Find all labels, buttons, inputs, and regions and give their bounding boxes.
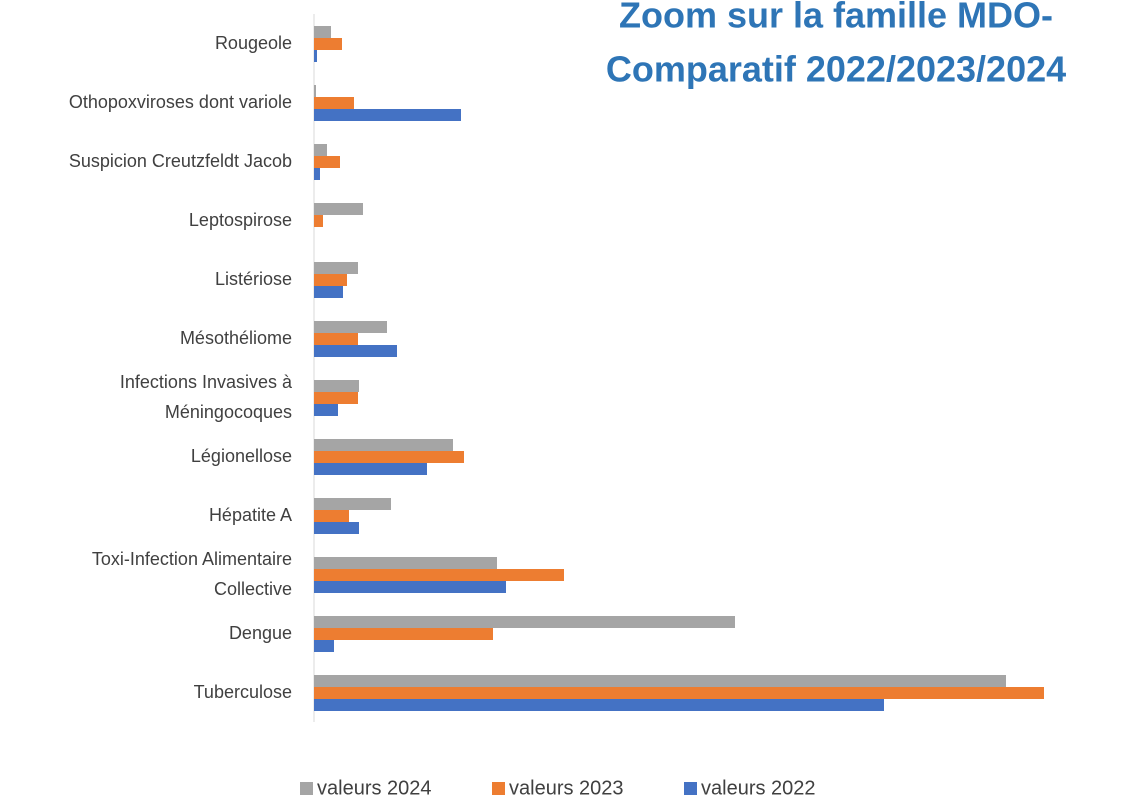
bar xyxy=(314,522,359,534)
y-tick-label: Othopoxviroses dont variole xyxy=(69,92,292,112)
bar xyxy=(314,50,317,62)
legend-label: valeurs 2024 xyxy=(317,777,432,799)
legend-swatch xyxy=(492,782,505,795)
bar xyxy=(314,557,497,569)
bar xyxy=(314,333,358,345)
bar xyxy=(314,404,338,416)
y-tick-label: Légionellose xyxy=(191,446,292,466)
chart-title: Zoom sur la famille MDO- xyxy=(619,0,1053,36)
bar xyxy=(314,274,347,286)
bar xyxy=(314,510,349,522)
bar xyxy=(314,392,358,404)
bar xyxy=(314,345,397,357)
bar xyxy=(314,26,331,38)
legend-label: valeurs 2022 xyxy=(701,777,816,799)
bar xyxy=(314,109,461,121)
bar xyxy=(314,463,427,475)
bar xyxy=(314,85,316,97)
bar xyxy=(314,144,327,156)
y-tick-label: Listériose xyxy=(215,269,292,289)
y-tick-label: Rougeole xyxy=(215,33,292,53)
y-tick-label: Mésothéliome xyxy=(180,328,292,348)
bar xyxy=(314,675,1006,687)
bar xyxy=(314,439,453,451)
bar xyxy=(314,687,1044,699)
legend-label: valeurs 2023 xyxy=(509,777,624,799)
y-tick-label: Toxi-Infection Alimentaire xyxy=(92,549,292,569)
bar xyxy=(314,498,391,510)
y-tick-label: Leptospirose xyxy=(189,210,292,230)
bar xyxy=(314,616,735,628)
y-tick-label: Tuberculose xyxy=(194,682,292,702)
y-tick-label: Méningocoques xyxy=(165,402,292,422)
bar xyxy=(314,203,363,215)
bar xyxy=(314,628,493,640)
y-tick-label: Hépatite A xyxy=(209,505,292,525)
bar xyxy=(314,321,387,333)
bar xyxy=(314,640,334,652)
y-tick-label: Collective xyxy=(214,579,292,599)
bar xyxy=(314,156,340,168)
y-tick-label: Dengue xyxy=(229,623,292,643)
y-tick-label: Suspicion Creutzfeldt Jacob xyxy=(69,151,292,171)
bar xyxy=(314,569,564,581)
bar xyxy=(314,168,320,180)
bar xyxy=(314,380,359,392)
bar xyxy=(314,97,354,109)
bar xyxy=(314,581,506,593)
bar xyxy=(314,451,464,463)
bar xyxy=(314,38,342,50)
bar xyxy=(314,262,358,274)
bar xyxy=(314,215,323,227)
chart-title: Comparatif 2022/2023/2024 xyxy=(606,49,1066,90)
bar xyxy=(314,699,884,711)
legend-swatch xyxy=(300,782,313,795)
bar xyxy=(314,286,343,298)
y-tick-label: Infections Invasives à xyxy=(120,372,293,392)
legend-swatch xyxy=(684,782,697,795)
